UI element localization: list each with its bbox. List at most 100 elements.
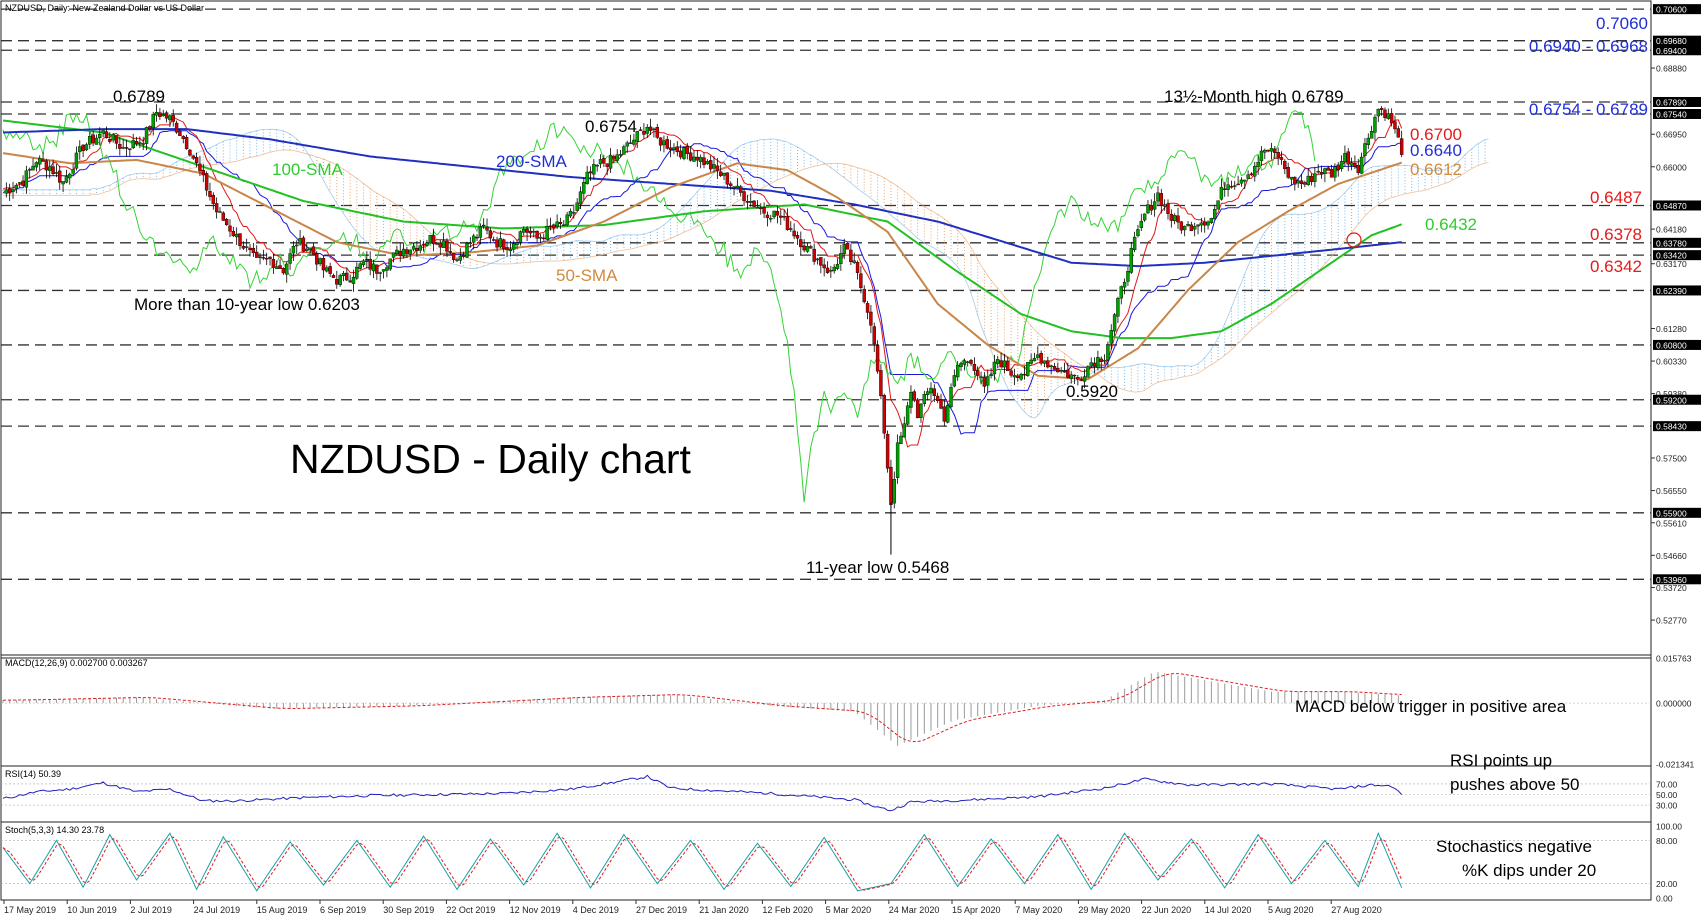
macd-tick-label: 0.015763 [1656, 654, 1692, 664]
candle-body [528, 230, 533, 234]
candle-body [779, 215, 783, 218]
time-tick-label: 10 Jun 2019 [67, 905, 117, 915]
candle-body [1289, 176, 1294, 180]
candle-body [411, 246, 416, 250]
candle-body [181, 136, 185, 139]
annotation-high-dec: 0.6754 [585, 117, 637, 136]
candle-body [525, 228, 529, 233]
candle-body [445, 240, 449, 252]
candle-body [1166, 203, 1170, 214]
candle-body [425, 242, 429, 246]
candle-body [1082, 376, 1087, 382]
candle-body [348, 280, 352, 283]
candle-body [862, 288, 866, 303]
candle-body [78, 146, 82, 153]
candle-body [1049, 365, 1053, 367]
candle-body [1209, 217, 1214, 224]
candle-body [949, 387, 953, 408]
candle-body [745, 201, 750, 203]
annotation-may-low: 0.5920 [1066, 382, 1118, 401]
candle-body [638, 129, 643, 131]
candle-body [999, 360, 1003, 368]
time-tick-label: 22 Oct 2019 [446, 905, 495, 915]
candle-body [38, 158, 42, 165]
candle-body [1079, 379, 1083, 381]
price-tick-label: 0.53720 [1656, 583, 1687, 593]
candle-body [1399, 138, 1404, 155]
candle-body [361, 260, 366, 266]
candle-body [1216, 200, 1220, 210]
candle-body [976, 370, 980, 376]
macd-title: MACD(12,26,9) 0.002700 0.003267 [5, 658, 148, 668]
candle-body [321, 258, 326, 271]
candle-body [1229, 186, 1234, 188]
price-tick-label: 0.55900 [1656, 508, 1687, 518]
candle-body [1142, 213, 1147, 221]
horizontal-levels [1, 8, 1651, 580]
candle-body [635, 131, 639, 142]
candle-body [598, 159, 603, 165]
candle-body [852, 260, 856, 263]
candle-body [211, 194, 216, 204]
candle-body [465, 243, 469, 258]
candle-body [305, 248, 309, 252]
candle-body [1036, 354, 1040, 358]
candle-body [1303, 182, 1307, 185]
candle-body [351, 276, 356, 284]
candle-body [919, 403, 923, 418]
candle-body [415, 248, 419, 251]
candle-body [1396, 128, 1401, 138]
candle-body [231, 231, 236, 237]
candle-body [1299, 180, 1304, 185]
candle-body [1346, 151, 1350, 165]
candle-body [655, 127, 659, 138]
candle-body [335, 279, 339, 285]
candle-body [835, 264, 840, 269]
candle-body [124, 147, 129, 149]
candle-body [51, 166, 55, 174]
candle-body [1276, 152, 1280, 159]
time-tick-label: 15 Apr 2020 [952, 905, 1001, 915]
candle-body [144, 127, 149, 144]
candle-body [1223, 188, 1227, 190]
candle-body [1089, 362, 1093, 367]
candle-body [471, 235, 476, 243]
candle-body [315, 253, 319, 265]
candle-body [502, 239, 506, 250]
candle-body [832, 266, 836, 272]
candle-body [194, 156, 199, 164]
candle-body [1059, 370, 1063, 372]
candle-body [1359, 156, 1364, 174]
price-tick-label: 0.60800 [1656, 340, 1687, 350]
time-tick-label: 6 Sep 2019 [320, 905, 366, 915]
candle-body [1002, 360, 1007, 368]
candle-body [234, 233, 239, 238]
candle-body [618, 154, 623, 156]
candle-body [141, 143, 145, 145]
candle-body [1206, 221, 1210, 226]
price-tag-bg [1653, 200, 1701, 211]
candle-body [805, 246, 810, 252]
candle-body [171, 115, 175, 122]
candle-body [642, 131, 646, 135]
candle-body [652, 128, 656, 131]
candle-body [512, 243, 516, 250]
rsi-title: RSI(14) 50.39 [5, 769, 61, 779]
candle-body [268, 256, 272, 259]
candle-body [88, 135, 92, 145]
candle-body [298, 238, 302, 245]
candle-body [154, 112, 159, 116]
time-tick-label: 12 Feb 2020 [762, 905, 813, 915]
stoch-tick-label: 100.00 [1656, 822, 1682, 832]
candle-body [1072, 374, 1077, 377]
candle-body [44, 160, 49, 171]
candle-body [1016, 375, 1020, 378]
candle-body [822, 264, 826, 269]
price-tag-bg [1653, 339, 1701, 350]
stoch-tick-label: 20.00 [1656, 879, 1678, 889]
candle-body [882, 395, 886, 434]
time-tick-label: 30 Sep 2019 [383, 905, 434, 915]
macd-tick-label: -0.021341 [1656, 760, 1695, 770]
